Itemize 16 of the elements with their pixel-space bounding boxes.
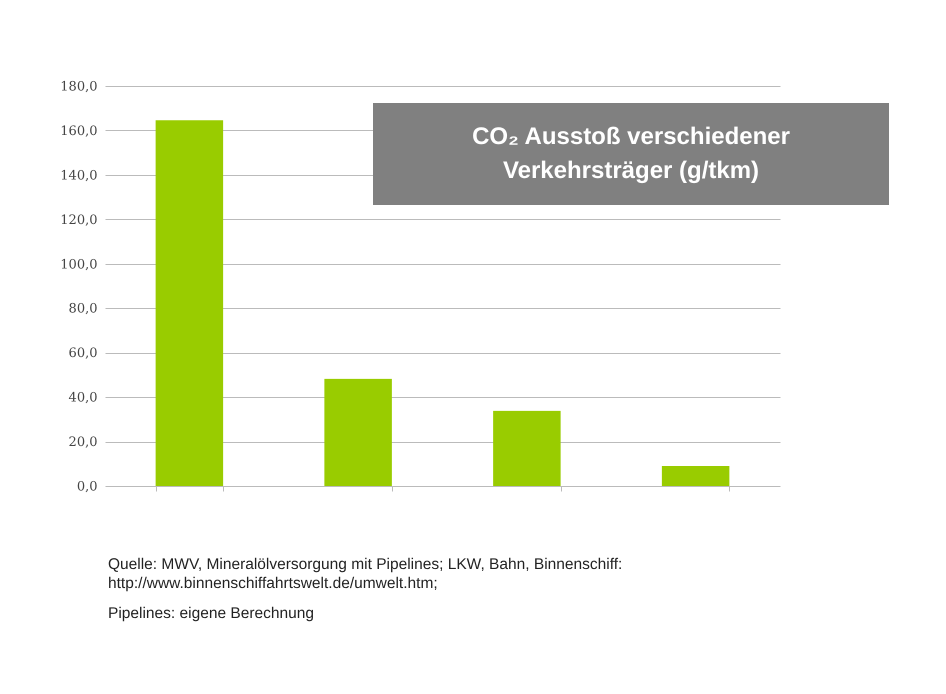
bar <box>493 410 561 486</box>
y-tick-label: 60,0 <box>68 346 98 362</box>
y-tick-label: 20,0 <box>68 435 98 450</box>
text: Pipelines: eigene Berechnung <box>108 604 315 624</box>
y-tick-label: 120,0 <box>60 212 98 228</box>
source-note: Quelle: MWV, Mineralölversorgung mit Pipelines; LKW, Bahn, Binnenschiff: http://www.binnenschiffahrtswelt.de/umwelt.htm; <box>108 555 624 594</box>
y-tick-label: 0,0 <box>76 480 98 494</box>
y-tick-label: 40,0 <box>68 390 98 406</box>
y-tick-label: 140,0 <box>60 168 98 184</box>
bar <box>156 120 224 486</box>
y-tick-label: 80,0 <box>68 302 98 317</box>
bar <box>662 466 730 486</box>
y-tick-label: 160,0 <box>60 124 98 139</box>
y-tick-label: 180,0 <box>60 80 98 94</box>
bar <box>324 378 392 486</box>
y-tick-label: 100,0 <box>60 257 98 272</box>
